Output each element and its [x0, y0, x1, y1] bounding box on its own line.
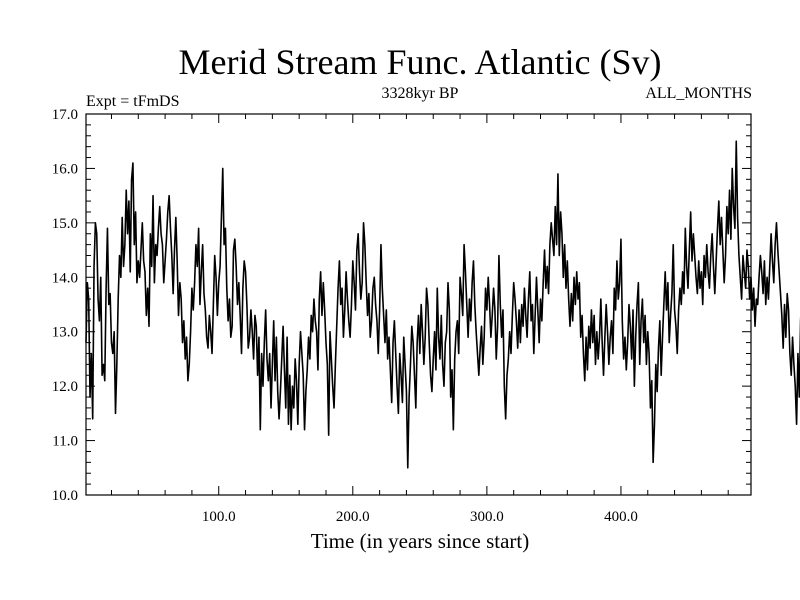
x-tick-label: 300.0: [470, 509, 504, 525]
y-tick-label: 13.0: [52, 325, 78, 341]
y-tick-label: 12.0: [52, 379, 78, 395]
y-tick-label: 11.0: [52, 434, 78, 450]
x-tick-label: 100.0: [202, 509, 236, 525]
y-tick-label: 17.0: [52, 107, 78, 123]
months-label: ALL_MONTHS: [645, 85, 752, 102]
y-tick-label: 14.0: [52, 270, 78, 286]
series-line: [85, 140, 800, 469]
plot-frame: [85, 113, 752, 496]
y-tick-label: 10.0: [52, 488, 78, 504]
x-tick-label: 200.0: [336, 509, 370, 525]
y-tick-label: 15.0: [52, 216, 78, 232]
x-axis-label: Time (in years since start): [311, 529, 530, 553]
y-tick-label: 16.0: [52, 161, 78, 177]
x-tick-label: 400.0: [604, 509, 638, 525]
chart-title: Merid Stream Func. Atlantic (Sv): [179, 42, 662, 82]
tick-labels: 100.0 200.0 300.0 400.0 10.0 11.0 12.0 13.0 14.0…: [52, 107, 638, 525]
time-period-label: 3328kyr BP: [382, 85, 459, 102]
experiment-label: Expt = tFmDS: [86, 93, 179, 110]
